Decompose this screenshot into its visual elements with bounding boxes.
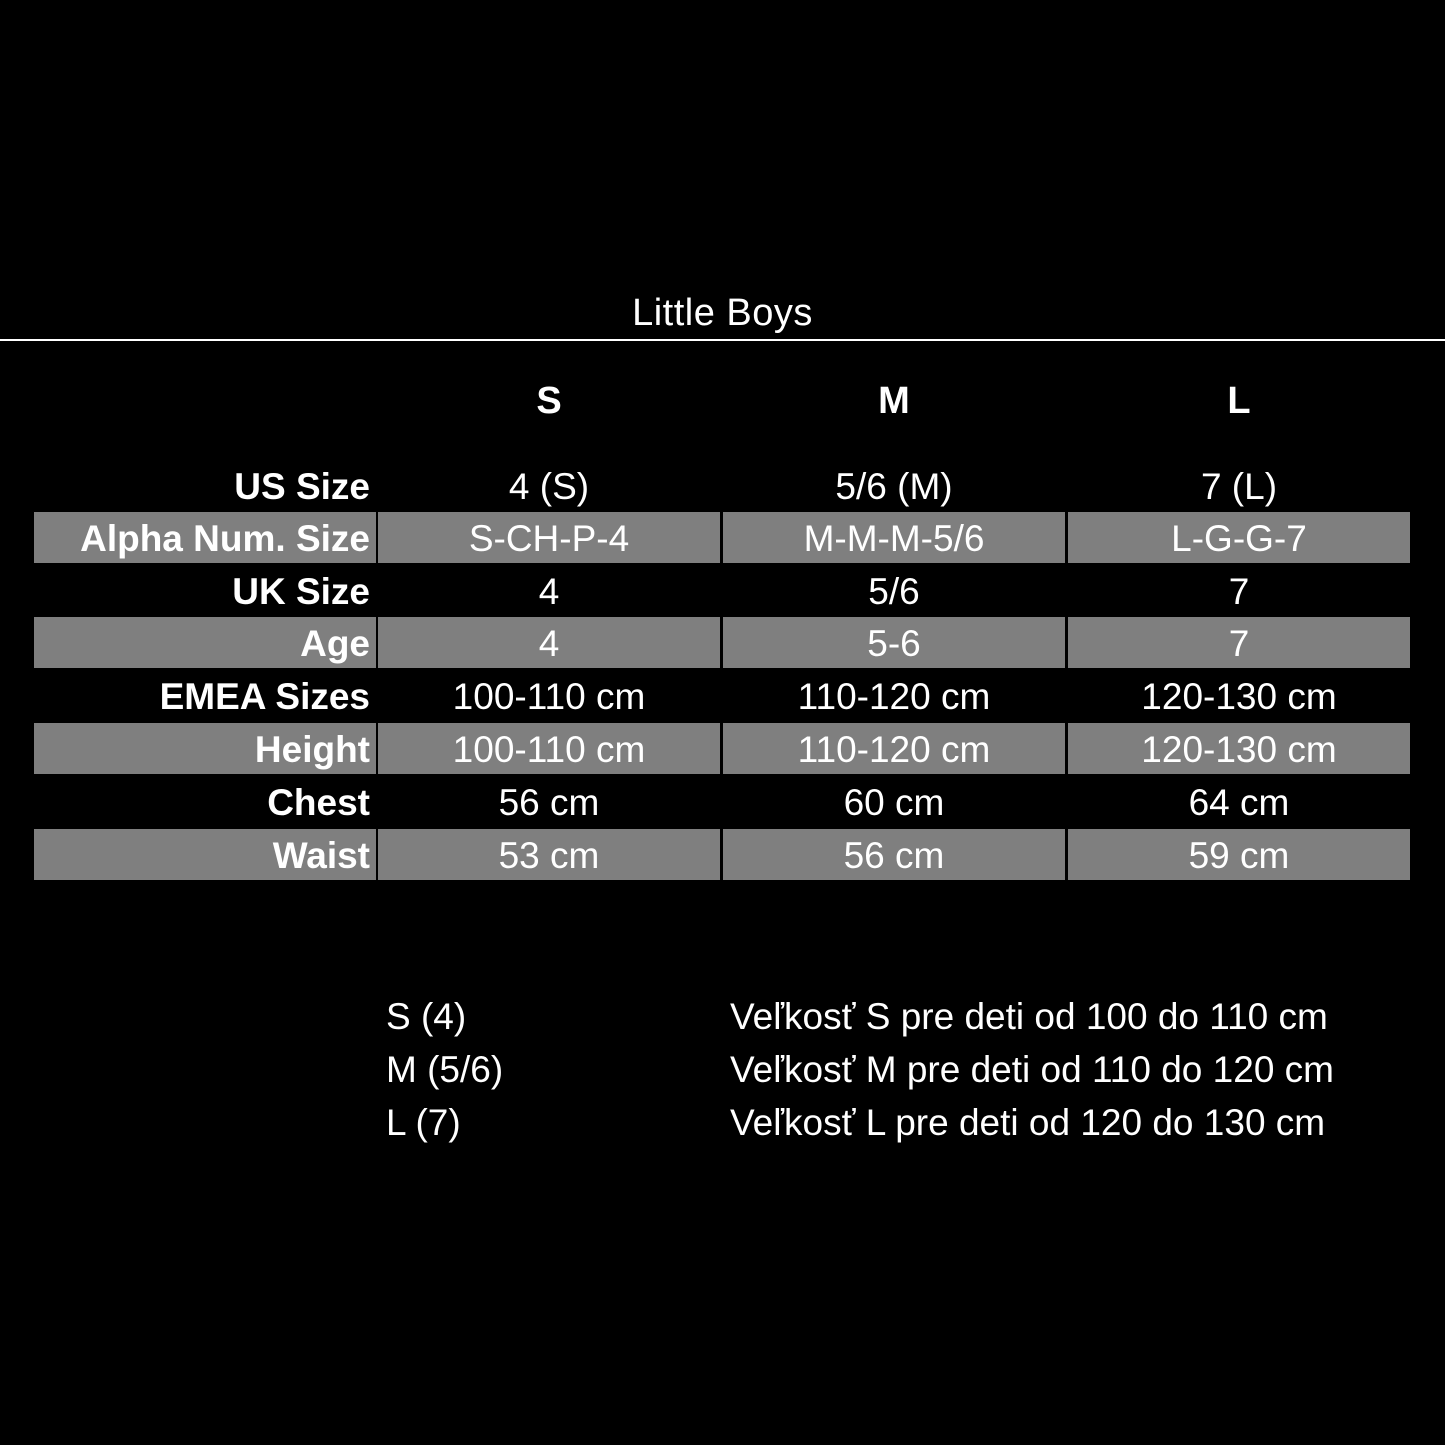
table-row: Chest 56 cm 60 cm 64 cm — [34, 776, 1411, 827]
row-label: Chest — [267, 782, 370, 823]
page-title: Little Boys — [632, 292, 813, 334]
table-cell: 5/6 (M) — [835, 466, 953, 507]
note-text: Veľkosť M pre deti od 110 do 120 cm — [730, 1049, 1334, 1090]
table-cell: 100-110 cm — [452, 676, 646, 717]
row-label: US Size — [234, 466, 370, 507]
note-size: S (4) — [386, 996, 467, 1037]
table-cell: 5/6 — [868, 571, 920, 612]
table-cell: L-G-G-7 — [1068, 512, 1410, 563]
table-cell: 100-110 cm — [378, 723, 720, 774]
table-cell: S-CH-P-4 — [378, 512, 720, 563]
table-cell: 110-120 cm — [723, 723, 1065, 774]
row-label: Age — [34, 617, 376, 668]
column-header-m: M — [878, 380, 910, 422]
table-cell: 120-130 cm — [1068, 723, 1410, 774]
note-size: M (5/6) — [386, 1049, 504, 1090]
table-cell: 7 — [1228, 571, 1250, 612]
table-cell: 56 cm — [723, 829, 1065, 880]
title-divider — [0, 339, 1445, 341]
table-row: Age 4 5-6 7 — [34, 617, 1411, 668]
column-header-s: S — [536, 380, 562, 422]
table-cell: 53 cm — [378, 829, 720, 880]
row-label: UK Size — [232, 571, 370, 612]
table-row: Waist 53 cm 56 cm 59 cm — [34, 829, 1411, 880]
table-row: Alpha Num. Size S-CH-P-4 M-M-M-5/6 L-G-G-7 — [34, 512, 1411, 563]
table-cell: 59 cm — [1068, 829, 1410, 880]
note-text: Veľkosť S pre deti od 100 do 110 cm — [730, 996, 1328, 1037]
table-cell: 110-120 cm — [797, 676, 991, 717]
table-cell: 4 (S) — [508, 466, 590, 507]
row-label: EMEA Sizes — [159, 676, 370, 717]
note-text: Veľkosť L pre deti od 120 do 130 cm — [730, 1102, 1326, 1143]
row-label: Waist — [34, 829, 376, 880]
row-label: Height — [34, 723, 376, 774]
table-cell: 64 cm — [1188, 782, 1290, 823]
table-row: EMEA Sizes 100-110 cm 110-120 cm 120-130 cm — [34, 670, 1411, 721]
note-size: L (7) — [386, 1102, 461, 1143]
column-header-l: L — [1227, 380, 1251, 422]
table-cell: 4 — [378, 617, 720, 668]
table-row: Height 100-110 cm 110-120 cm 120-130 cm — [34, 723, 1411, 774]
table-row: US Size 4 (S) 5/6 (M) 7 (L) — [34, 460, 1411, 511]
row-label: Alpha Num. Size — [34, 512, 376, 563]
table-cell: 56 cm — [498, 782, 600, 823]
table-cell: 7 — [1068, 617, 1410, 668]
table-cell: 7 (L) — [1200, 466, 1278, 507]
table-row: UK Size 4 5/6 7 — [34, 565, 1411, 616]
table-cell: M-M-M-5/6 — [723, 512, 1065, 563]
table-cell: 4 — [538, 571, 560, 612]
table-cell: 5-6 — [723, 617, 1065, 668]
table-cell: 60 cm — [843, 782, 945, 823]
table-cell: 120-130 cm — [1141, 676, 1337, 717]
